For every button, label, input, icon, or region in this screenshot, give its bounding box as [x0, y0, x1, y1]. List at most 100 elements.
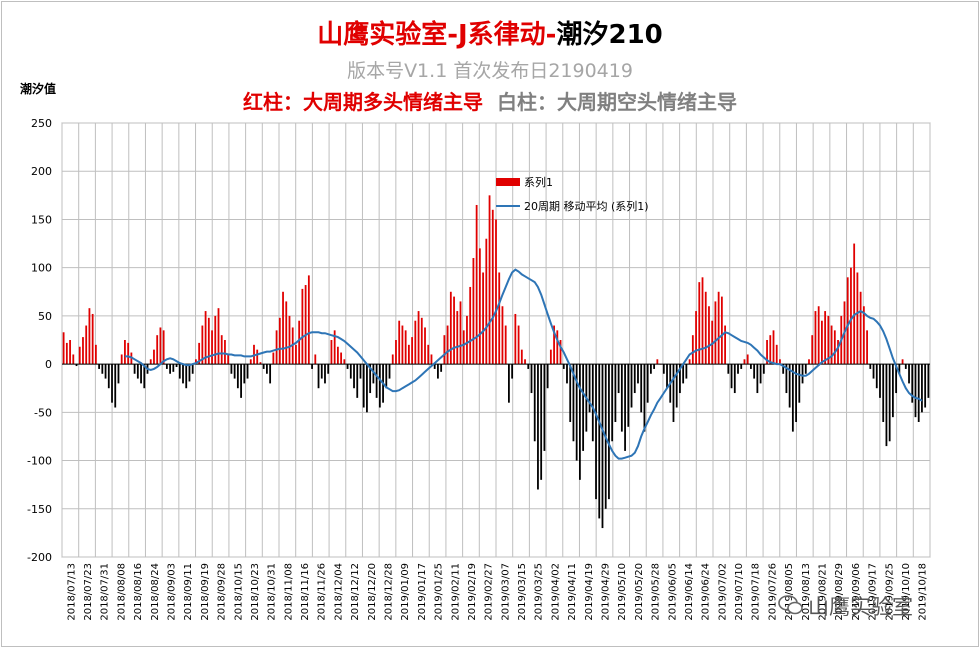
x-tick-label: 2018/08/16	[133, 563, 144, 621]
bar	[675, 364, 678, 408]
y-tick-label: 150	[31, 213, 52, 226]
bar	[572, 364, 575, 442]
bar	[714, 301, 717, 365]
bar	[898, 364, 901, 374]
bar	[311, 364, 313, 369]
bar	[230, 364, 233, 374]
bar	[520, 349, 523, 365]
x-tick-label: 2019/08/21	[818, 563, 829, 621]
bar	[420, 317, 423, 365]
bar	[417, 311, 420, 365]
bar	[888, 364, 891, 442]
bar	[356, 364, 359, 398]
bar	[172, 364, 175, 372]
bar	[201, 325, 204, 365]
x-tick-label: 2019/03/25	[534, 563, 545, 621]
bar	[475, 204, 478, 365]
bar	[524, 359, 526, 365]
bar	[217, 308, 220, 365]
bar	[362, 364, 365, 408]
bar	[259, 362, 262, 365]
bar	[424, 327, 426, 365]
bar	[591, 364, 594, 442]
bar	[801, 364, 804, 384]
chart-title: 山鹰实验室-J系律动-潮汐210	[0, 14, 980, 51]
bar	[491, 209, 494, 365]
x-tick-label: 2019/04/11	[567, 563, 578, 621]
bar	[388, 364, 391, 379]
bar	[336, 346, 339, 365]
bar	[85, 325, 88, 365]
bar	[75, 364, 78, 367]
bar	[895, 364, 898, 394]
bar	[717, 291, 720, 365]
bar	[159, 327, 162, 365]
bar	[133, 364, 136, 374]
x-tick-label: 2018/11/16	[300, 563, 311, 621]
bar	[262, 364, 265, 369]
bar	[698, 282, 701, 365]
x-tick-label: 2018/07/23	[83, 563, 94, 621]
bar	[333, 330, 336, 365]
x-tick-label: 2019/08/13	[801, 563, 812, 621]
bar	[808, 359, 810, 365]
y-tick-label: -100	[27, 455, 52, 468]
bar	[766, 340, 768, 365]
bar	[911, 364, 914, 403]
bar	[482, 272, 484, 365]
bar	[740, 364, 743, 369]
x-tick-label: 2018/11/08	[283, 563, 294, 621]
bar	[814, 311, 817, 365]
bar	[101, 364, 104, 374]
bar	[462, 330, 465, 365]
bar	[733, 364, 736, 394]
bar	[472, 258, 475, 365]
bar	[346, 364, 349, 369]
bar	[833, 330, 836, 365]
bar	[269, 364, 272, 384]
bar	[72, 354, 75, 365]
y-tick-label: -150	[27, 503, 52, 516]
x-tick-label: 2019/06/05	[667, 563, 678, 621]
bar	[791, 364, 794, 432]
bar	[433, 364, 436, 369]
x-tick-label: 2018/08/24	[150, 563, 161, 621]
bar	[378, 364, 381, 408]
bar	[720, 296, 723, 365]
y-tick-label: -50	[34, 406, 52, 419]
bar	[775, 344, 778, 365]
bar	[104, 364, 107, 379]
bar	[78, 346, 81, 365]
x-tick-label: 2019/02/11	[450, 563, 461, 621]
bar	[304, 285, 307, 365]
bar	[549, 349, 552, 365]
bar	[598, 364, 601, 519]
bar	[704, 291, 707, 365]
wechat-logo-icon	[778, 595, 803, 615]
bar	[195, 359, 197, 365]
bar	[630, 364, 633, 408]
bar	[682, 364, 685, 384]
bar	[153, 349, 155, 365]
bar	[543, 364, 546, 451]
bar	[127, 342, 130, 365]
x-tick-label: 2019/09/06	[851, 563, 862, 621]
bar	[827, 315, 830, 365]
x-tick-label: 2019/07/18	[751, 563, 762, 621]
bar	[530, 364, 533, 394]
bar	[859, 291, 862, 365]
bar	[746, 354, 749, 365]
x-tick-label: 2018/07/13	[66, 563, 77, 621]
bar	[343, 359, 346, 365]
bar	[349, 364, 352, 379]
x-tick-label: 2019/06/14	[684, 563, 695, 621]
bar	[611, 364, 614, 442]
bar	[240, 364, 242, 398]
bar	[724, 325, 727, 365]
bar	[88, 308, 91, 365]
bar	[501, 306, 504, 365]
bar	[627, 364, 630, 427]
x-tick-label: 2019/08/29	[834, 563, 845, 621]
bar	[708, 306, 710, 365]
bar	[340, 352, 343, 365]
